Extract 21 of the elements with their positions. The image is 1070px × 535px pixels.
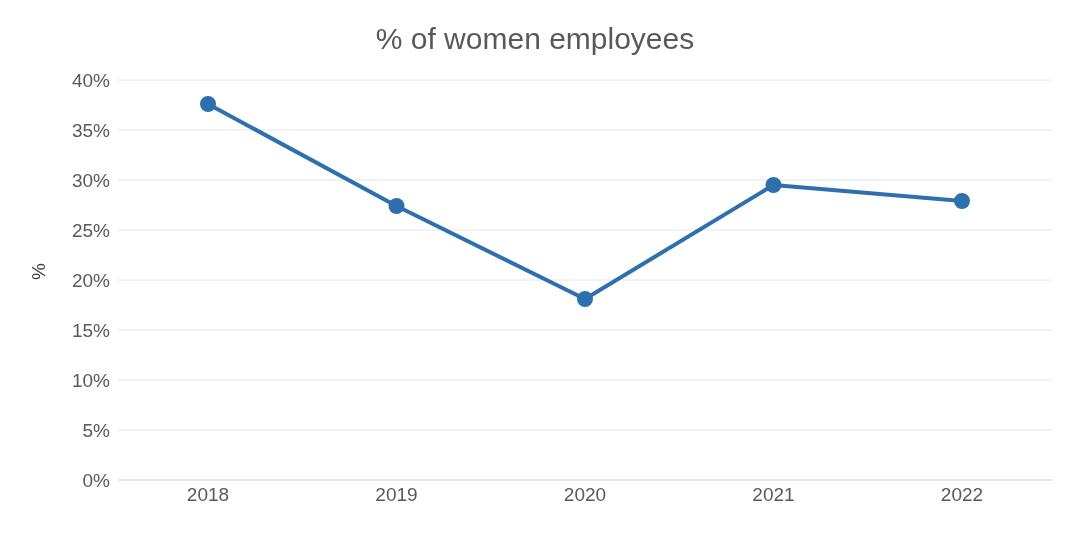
y-tick-label: 35% <box>71 119 111 141</box>
chart-title: % of women employees <box>374 21 696 57</box>
x-tick-label: 2021 <box>752 484 795 506</box>
y-axis-title: % <box>27 263 49 280</box>
x-tick-label: 2018 <box>186 484 230 506</box>
point <box>954 193 970 209</box>
x-tick-label: 2019 <box>375 484 418 506</box>
point <box>765 177 782 193</box>
y-tick-label: 15% <box>71 319 111 341</box>
y-tick-label: 25% <box>71 219 111 241</box>
point <box>577 291 593 307</box>
y-tick-label: 0% <box>82 469 111 491</box>
y-tick-label: 30% <box>71 169 111 191</box>
y-tick-label: 20% <box>71 269 111 291</box>
y-tick-label: 10% <box>71 369 111 391</box>
x-tick-label: 2022 <box>940 484 984 506</box>
y-tick-label: 5% <box>82 419 111 441</box>
point <box>388 198 405 214</box>
y-tick-label: 40% <box>71 69 111 91</box>
x-tick-label: 2020 <box>563 484 607 506</box>
point <box>200 96 216 112</box>
